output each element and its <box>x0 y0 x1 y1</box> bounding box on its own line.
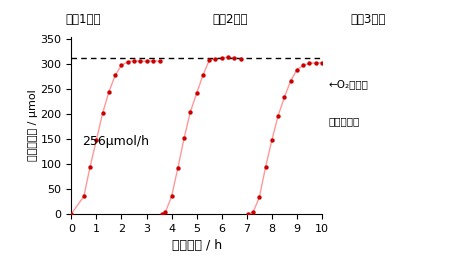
Point <box>156 59 163 63</box>
Point <box>236 57 244 61</box>
Point <box>230 56 237 60</box>
Point <box>161 210 168 214</box>
Point <box>205 58 213 63</box>
Point <box>193 91 200 95</box>
Point <box>93 138 100 142</box>
Text: 実験3回目: 実験3回目 <box>350 13 385 26</box>
Point <box>199 73 206 77</box>
Point <box>211 57 218 61</box>
Point <box>224 55 231 59</box>
Point <box>124 60 131 64</box>
Point <box>255 195 263 200</box>
X-axis label: 反応時間 / h: 反応時間 / h <box>171 239 221 252</box>
Point <box>318 61 325 65</box>
Point <box>249 210 256 214</box>
Point <box>311 61 319 65</box>
Text: の理論限界: の理論限界 <box>328 116 359 126</box>
Point <box>305 61 313 65</box>
Point <box>157 212 165 216</box>
Text: 256μmol/h: 256μmol/h <box>83 135 149 148</box>
Point <box>180 136 187 140</box>
Point <box>274 114 281 118</box>
Point <box>105 90 112 94</box>
Point <box>286 79 294 83</box>
Point <box>168 194 175 199</box>
Point <box>143 59 150 63</box>
Point <box>149 59 156 63</box>
Point <box>268 138 275 142</box>
Point <box>280 95 287 99</box>
Text: 実験1回目: 実験1回目 <box>65 13 101 26</box>
Point <box>86 164 94 169</box>
Point <box>244 212 251 216</box>
Text: ←O₂発生量: ←O₂発生量 <box>328 79 368 89</box>
Point <box>261 165 269 169</box>
Point <box>293 68 300 72</box>
Point <box>130 59 137 63</box>
Point <box>174 166 181 170</box>
Point <box>186 110 194 114</box>
Point <box>111 73 118 77</box>
Point <box>299 63 306 68</box>
Point <box>118 63 125 68</box>
Point <box>80 194 87 199</box>
Text: 実験2回目: 実験2回目 <box>212 13 247 26</box>
Point <box>99 111 106 115</box>
Point <box>136 59 144 63</box>
Y-axis label: 酸素発生量 / μmol: 酸素発生量 / μmol <box>28 89 38 161</box>
Point <box>67 212 75 216</box>
Point <box>218 56 225 60</box>
